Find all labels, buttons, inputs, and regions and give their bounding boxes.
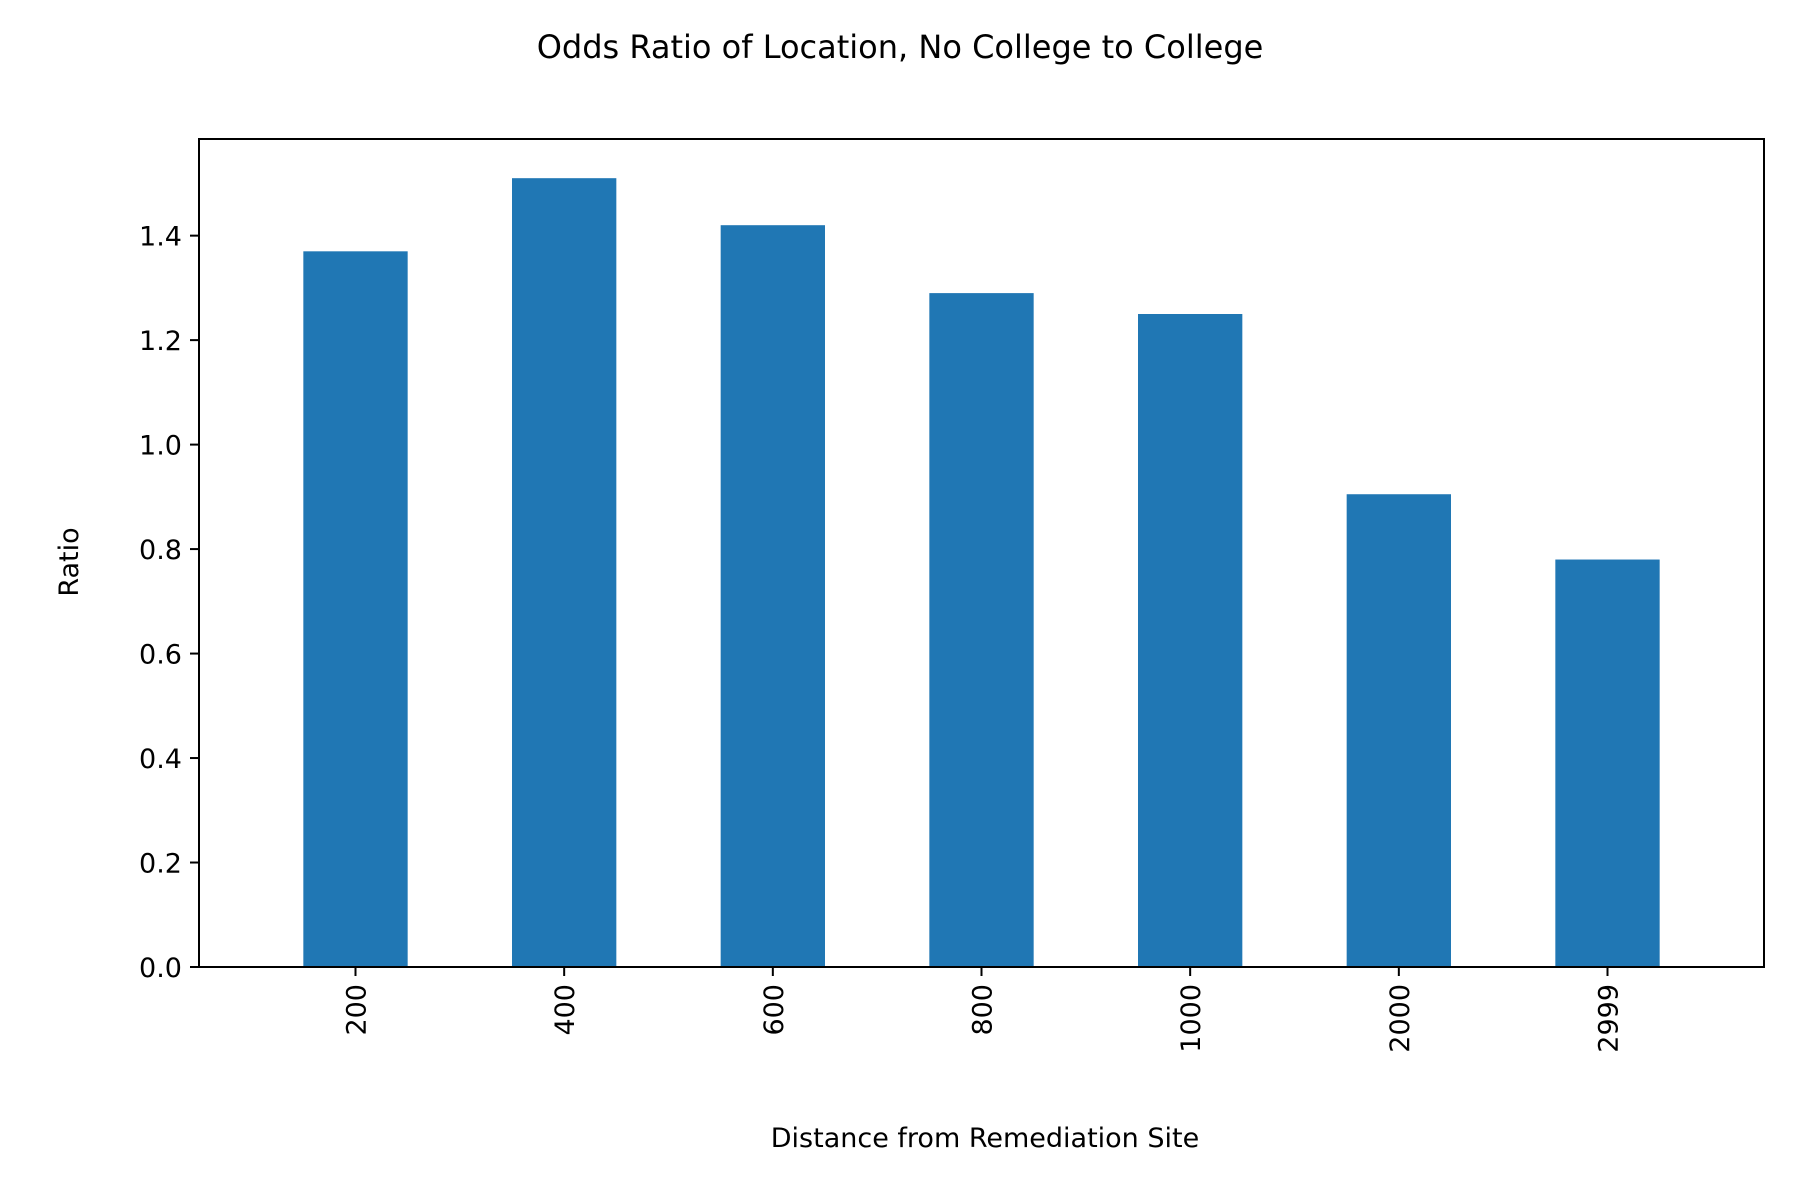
bar-400 — [512, 178, 617, 967]
bar-200 — [303, 251, 408, 968]
bar-800 — [929, 293, 1034, 967]
chart-title: Odds Ratio of Location, No College to Co… — [537, 28, 1264, 66]
x-tick-label: 800 — [968, 984, 999, 1036]
x-tick-label: 2000 — [1385, 984, 1416, 1053]
bar-600 — [720, 225, 825, 968]
bar-2999 — [1555, 559, 1660, 967]
y-tick-label: 0.0 — [139, 953, 182, 984]
x-axis-label: Distance from Remediation Site — [771, 1123, 1199, 1154]
y-tick-label: 0.4 — [139, 744, 182, 775]
x-tick-label: 400 — [550, 984, 581, 1036]
x-tick-label: 600 — [759, 984, 790, 1036]
y-axis: 0.0 0.2 0.4 0.6 0.8 1.0 1.2 1.4 — [139, 222, 199, 984]
x-axis: 200 400 600 800 1000 2000 2999 — [342, 967, 1625, 1053]
y-tick-label: 0.6 — [139, 640, 182, 671]
bars-layer — [303, 178, 1660, 968]
x-tick-label: 1000 — [1176, 984, 1207, 1053]
y-tick-label: 0.2 — [139, 849, 182, 880]
x-tick-label: 2999 — [1594, 984, 1625, 1053]
y-tick-label: 1.2 — [139, 326, 182, 357]
y-tick-label: 1.0 — [139, 431, 182, 462]
x-tick-label: 200 — [342, 984, 373, 1036]
bar-1000 — [1138, 314, 1243, 967]
y-axis-label: Ratio — [54, 527, 85, 596]
y-tick-label: 0.8 — [139, 535, 182, 566]
y-tick-label: 1.4 — [139, 222, 182, 253]
bar-2000 — [1346, 494, 1451, 967]
